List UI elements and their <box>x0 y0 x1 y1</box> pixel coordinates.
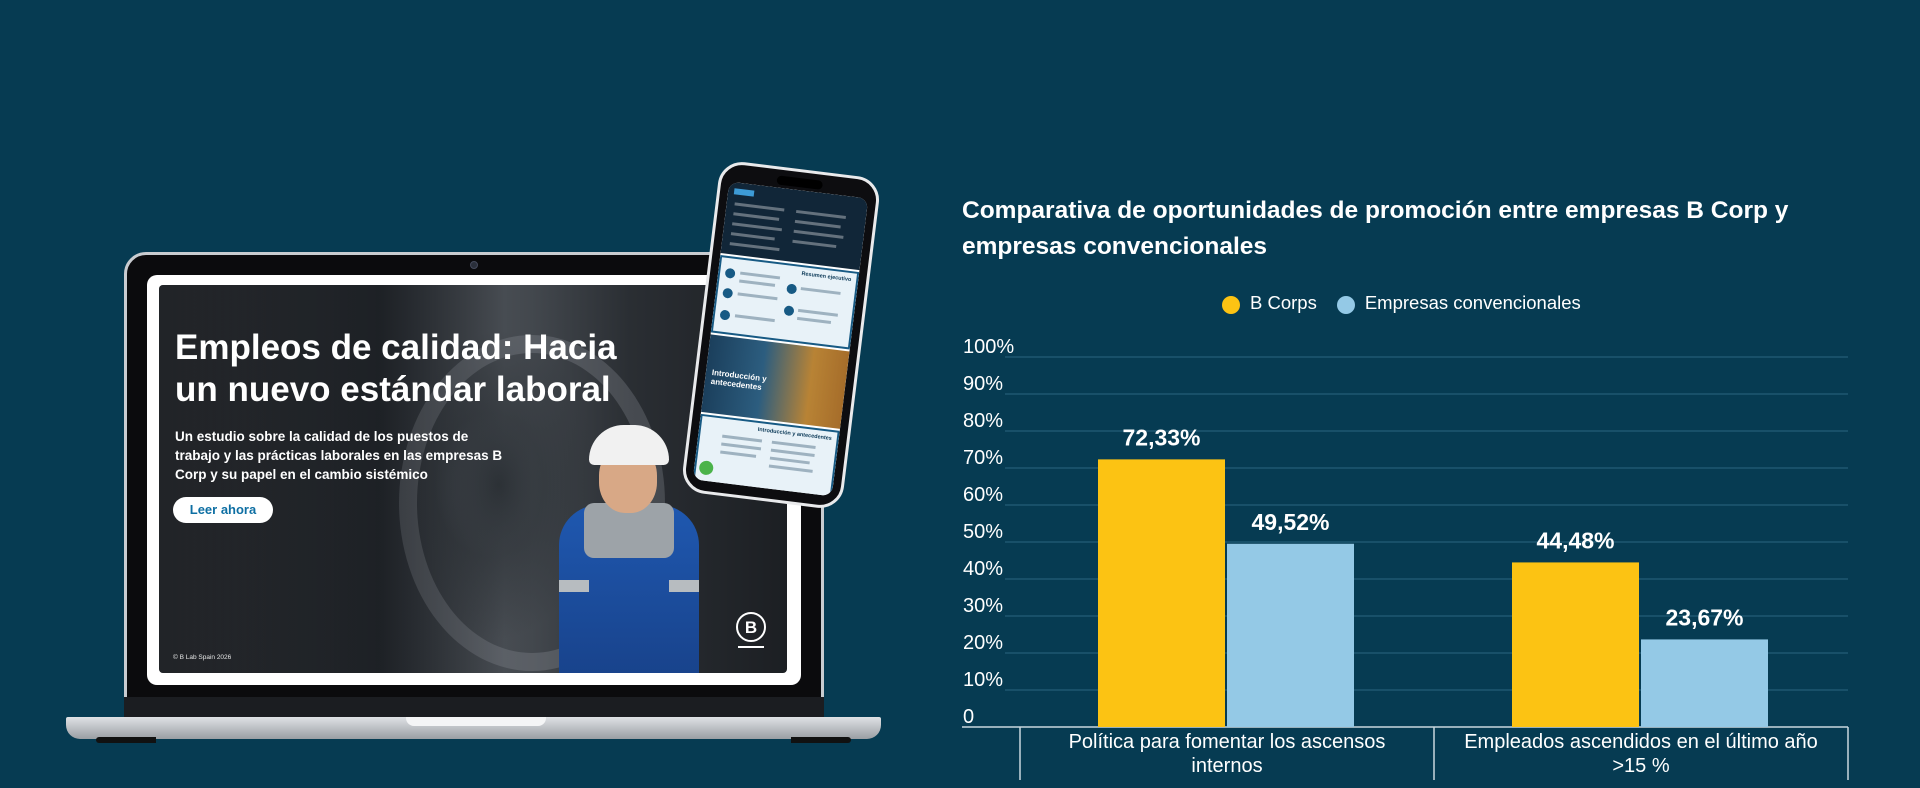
y-tick-label: 60% <box>963 484 1003 506</box>
y-tick-label: 90% <box>963 373 1003 395</box>
phone-card-summary-heading: Resumen ejecutivo <box>801 271 852 284</box>
bar <box>1227 543 1354 727</box>
chart-legend: B Corps Empresas convencionales <box>1222 292 1601 314</box>
data-label: 23,67% <box>1665 604 1743 630</box>
data-label: 72,33% <box>1122 424 1200 450</box>
phone-screen: Resumen ejecutivo Introducción y anteced… <box>692 181 869 497</box>
legend-swatch-convencionales <box>1336 296 1355 314</box>
hero-banner: Empleos de calidad: Hacia un nuevo están… <box>159 285 787 673</box>
phone-card-intro-title: Introducción y antecedentes <box>710 367 768 392</box>
y-tick-label: 80% <box>963 410 1003 432</box>
legend-item-b-corps: B Corps <box>1222 292 1317 314</box>
worker-image <box>539 405 719 673</box>
y-tick-label: 50% <box>963 521 1003 543</box>
phone-card-background-heading: Introducción y antecedentes <box>757 426 833 442</box>
phone-card-intro: Introducción y antecedentes <box>701 334 850 429</box>
laptop-camera <box>470 261 478 269</box>
x-tick-label: Política para fomentar los ascensos <box>1069 731 1386 753</box>
bar <box>1641 639 1768 727</box>
chart-title: Comparativa de oportunidades de promoció… <box>962 197 1789 260</box>
laptop-notch <box>406 717 546 726</box>
read-now-button[interactable]: Leer ahora <box>173 497 273 523</box>
y-tick-label: 20% <box>963 632 1003 654</box>
legend-label-convencionales: Empresas convencionales <box>1364 292 1581 313</box>
data-label: 44,48% <box>1536 527 1614 553</box>
hero-subtitle: Un estudio sobre la calidad de los puest… <box>175 429 503 483</box>
copyright-text: © B Lab Spain 2026 <box>173 654 232 661</box>
x-tick-label: >15 % <box>1612 755 1669 777</box>
y-tick-label: 70% <box>963 447 1003 469</box>
hero-title: Empleos de calidad: Hacia un nuevo están… <box>175 328 617 409</box>
svg-text:B: B <box>745 618 757 637</box>
data-label: 49,52% <box>1251 509 1329 535</box>
x-tick-label: Empleados ascendidos en el último año <box>1464 731 1818 753</box>
x-tick-label: internos <box>1191 755 1262 777</box>
laptop-feet <box>96 737 851 743</box>
legend-item-convencionales: Empresas convencionales <box>1336 292 1581 314</box>
bar <box>1512 562 1639 727</box>
laptop-screen: Empleos de calidad: Hacia un nuevo están… <box>147 275 801 685</box>
laptop-base <box>66 717 881 739</box>
phone-card-summary: Resumen ejecutivo <box>710 255 860 350</box>
b-corp-logo-icon: B <box>736 612 766 648</box>
legend-swatch-b-corps <box>1222 296 1240 314</box>
y-tick-label: 30% <box>963 595 1003 617</box>
y-tick-label: 0 <box>963 706 974 728</box>
y-tick-label: 40% <box>963 558 1003 580</box>
bar <box>1098 459 1225 727</box>
y-tick-label: 100% <box>963 336 1014 358</box>
legend-label-b-corps: B Corps <box>1250 292 1317 313</box>
y-tick-label: 10% <box>963 669 1003 691</box>
